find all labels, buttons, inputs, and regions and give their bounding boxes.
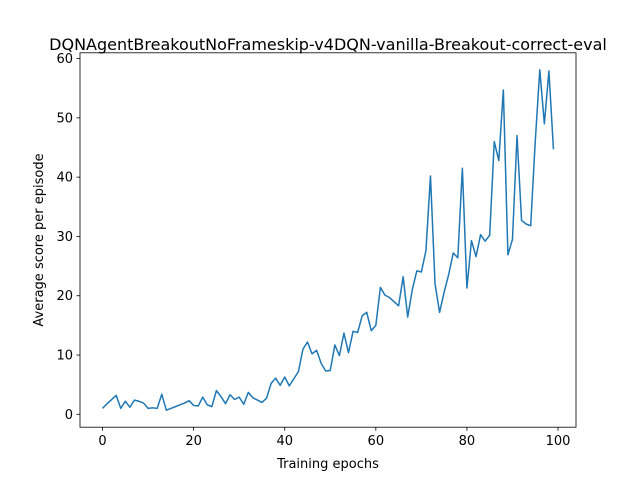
x-tick-label: 60 — [368, 434, 385, 449]
y-tick-label: 50 — [56, 111, 73, 126]
plot-frame — [79, 52, 577, 428]
y-tick-label: 60 — [56, 52, 73, 67]
x-tick-label: 100 — [546, 434, 571, 449]
x-axis-label: Training epochs — [276, 457, 379, 472]
y-axis-label: Average score per episode — [32, 153, 47, 326]
line-series — [102, 69, 555, 411]
y-tick-label: 40 — [56, 171, 73, 186]
y-tick-label: 10 — [56, 349, 73, 364]
x-tick-label: 0 — [98, 434, 106, 449]
y-tick-label: 30 — [56, 230, 73, 245]
x-tick-label: 40 — [276, 434, 293, 449]
x-tick-label: 80 — [459, 434, 476, 449]
y-tick-label: 0 — [65, 408, 73, 423]
chart-title: DQNAgentBreakoutNoFrameskip-v4DQN-vanill… — [49, 35, 607, 54]
x-tick-label: 20 — [185, 434, 202, 449]
y-tick-label: 20 — [56, 289, 73, 304]
